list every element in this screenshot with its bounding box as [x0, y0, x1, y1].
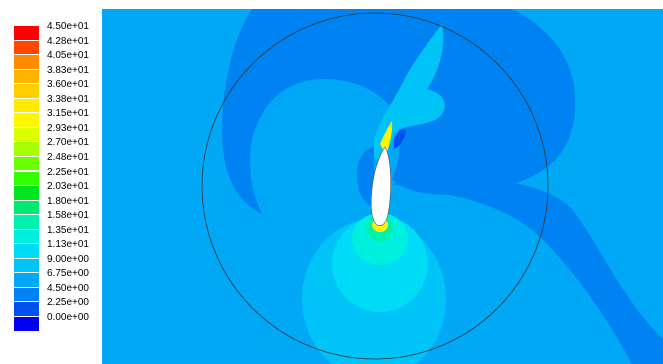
- colorbar-label: 3.83e+01: [47, 64, 89, 76]
- colorbar-label: 3.38e+01: [47, 93, 89, 105]
- colorbar-label: 4.28e+01: [47, 35, 89, 47]
- colorbar-label: 1.80e+01: [47, 195, 89, 207]
- colorbar-swatch: [14, 26, 39, 40]
- colorbar-swatch: [14, 258, 39, 273]
- colorbar-swatch: [14, 55, 39, 69]
- colorbar-swatch: [14, 156, 39, 171]
- contour-plot: [102, 9, 663, 364]
- colorbar-swatch: [14, 142, 39, 156]
- colorbar-swatch: [14, 84, 39, 98]
- colorbar-swatch: [14, 317, 39, 331]
- colorbar-label: 4.50e+00: [47, 282, 89, 294]
- colorbar-swatch: [14, 113, 39, 127]
- wake-dark-spot: [394, 129, 406, 149]
- colorbar-swatch: [14, 215, 39, 229]
- airfoil-shadow-region: [357, 147, 374, 207]
- colorbar-swatch: [14, 98, 39, 113]
- colorbar-label: 3.15e+01: [47, 108, 89, 120]
- colorbar-label: 2.25e+01: [47, 166, 89, 178]
- colorbar-label: 9.00e+00: [47, 253, 89, 265]
- colorbar-label: 2.70e+01: [47, 137, 89, 149]
- wake-region-lower: [392, 174, 663, 364]
- colorbar-swatch: [14, 287, 39, 302]
- rotor-domain-circle: [201, 12, 549, 360]
- colorbar-legend: 4.50e+01 4.28e+01 4.05e+01 3.83e+01 3.60e+01…: [0, 0, 102, 364]
- colorbar-label: 1.58e+01: [47, 210, 89, 222]
- colorbar-label: 1.13e+01: [47, 239, 89, 251]
- colorbar-swatch: [14, 200, 39, 215]
- colorbar-swatch: [14, 244, 39, 258]
- colorbar-label: 4.50e+01: [47, 21, 89, 32]
- colorbar-swatch: [14, 69, 39, 84]
- colorbar-swatch: [14, 127, 39, 142]
- colorbar-label: 2.48e+01: [47, 151, 89, 163]
- colorbar-label: 6.75e+00: [47, 268, 89, 280]
- colorbar-swatch: [14, 229, 39, 244]
- colorbar-label: 4.05e+01: [47, 50, 89, 62]
- colorbar-swatch: [14, 171, 39, 185]
- colorbar-label: 2.25e+00: [47, 297, 89, 309]
- colorbar-label: 0.00e+00: [47, 312, 89, 323]
- leading-edge-highlight: [380, 121, 393, 155]
- colorbar-label: 2.03e+01: [47, 181, 89, 193]
- colorbar-swatch: [14, 40, 39, 55]
- colorbar-label: 2.93e+01: [47, 122, 89, 134]
- colorbar-label: 3.60e+01: [47, 79, 89, 91]
- airfoil: [370, 146, 391, 226]
- colorbar-swatch: [14, 273, 39, 287]
- colorbar-swatch: [14, 186, 39, 200]
- colorbar-swatch: [14, 302, 39, 316]
- colorbar-label: 1.35e+01: [47, 224, 89, 236]
